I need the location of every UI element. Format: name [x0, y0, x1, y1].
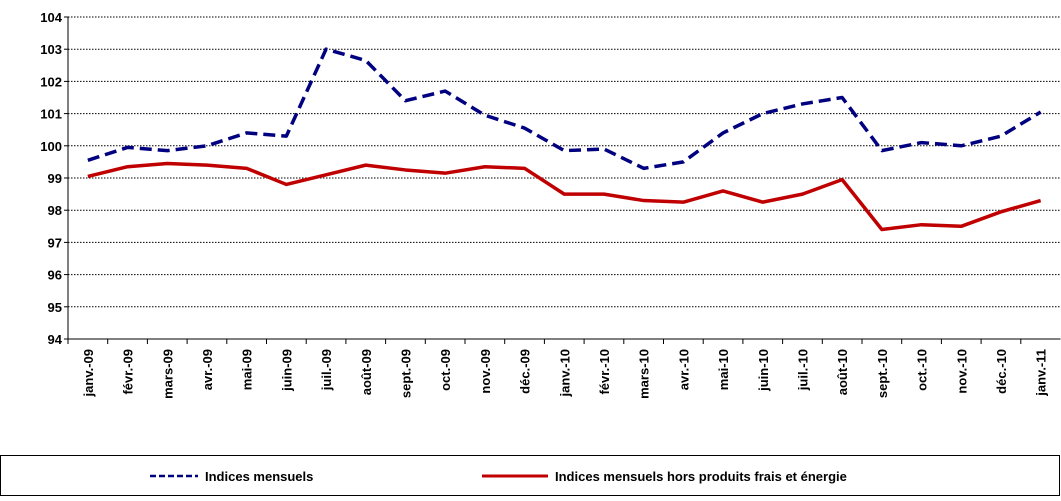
x-tick-label: janv.-09 — [81, 349, 96, 397]
x-tick-label: oct.-10 — [915, 349, 930, 391]
y-tick-label: 98 — [48, 203, 62, 218]
x-tick-label: déc.-10 — [994, 349, 1009, 394]
y-tick-label: 94 — [48, 332, 63, 347]
x-tick-label: févr.-10 — [597, 349, 612, 395]
y-tick-label: 95 — [48, 300, 62, 315]
x-tick-label: juin-09 — [279, 349, 294, 392]
x-tick-label: févr.-09 — [121, 349, 136, 395]
x-tick-label: sept.-10 — [875, 349, 890, 398]
data-line — [87, 47, 1042, 171]
x-tick-label: août-10 — [835, 349, 850, 395]
x-tick-label: janv.-11 — [1034, 349, 1049, 397]
x-tick-label: juil.-10 — [795, 349, 810, 391]
legend-label: Indices mensuels — [205, 469, 313, 484]
x-tick-label: déc.-09 — [518, 349, 533, 394]
y-tick-label: 99 — [48, 171, 62, 186]
x-tick-label: mars-10 — [637, 349, 652, 399]
x-tick-label: mai-09 — [240, 349, 255, 390]
x-tick-label: avr.-09 — [200, 349, 215, 390]
x-tick-label: avr.-10 — [676, 349, 691, 390]
x-tick-label: sept.-09 — [398, 349, 413, 398]
x-tick-label: mai-10 — [716, 349, 731, 390]
y-tick-label: 100 — [40, 139, 62, 154]
x-tick-label: nov.-09 — [478, 349, 493, 394]
x-tick-label: août-09 — [359, 349, 374, 395]
legend-label: Indices mensuels hors produits frais et … — [555, 469, 847, 484]
y-tick-label: 103 — [40, 42, 62, 57]
x-tick-label: nov.-10 — [954, 349, 969, 394]
x-tick-label: oct.-09 — [438, 349, 453, 391]
x-tick-label: juin-10 — [756, 349, 771, 392]
data-line — [87, 161, 1042, 232]
x-tick-label: juil.-09 — [319, 349, 334, 391]
y-tick-label: 96 — [48, 268, 62, 283]
y-tick-label: 102 — [40, 74, 62, 89]
x-tick-label: mars-09 — [160, 349, 175, 399]
y-tick-label: 101 — [40, 107, 62, 122]
x-tick-label: janv.-10 — [557, 349, 572, 397]
y-tick-label: 97 — [48, 235, 62, 250]
y-tick-label: 104 — [40, 10, 62, 25]
